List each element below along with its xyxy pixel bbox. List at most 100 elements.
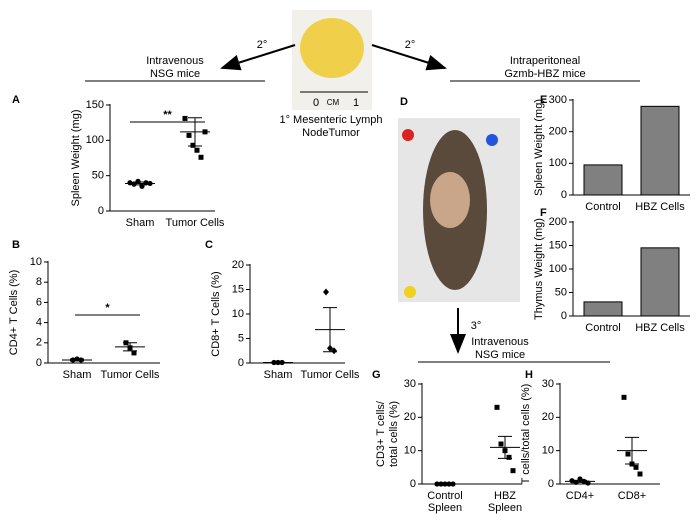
- point: [190, 142, 196, 148]
- y-axis-label: Spleen Weight (mg): [533, 99, 545, 196]
- panel-letter: A: [12, 94, 20, 106]
- pin: [402, 129, 414, 141]
- y-axis-label: T cells/total cells (%): [520, 384, 532, 485]
- point: [135, 178, 141, 184]
- panel-letter: C: [205, 239, 213, 251]
- group-label: Intravenous NSG mice: [146, 55, 204, 80]
- x-tick-label-line: Control: [427, 490, 462, 502]
- y-tick-label: 0: [410, 478, 416, 490]
- error-bar: [123, 342, 137, 352]
- significance-label: *: [105, 302, 110, 314]
- y-axis-label-line: CD3+ T cells/: [375, 400, 387, 467]
- panel-letter: B: [12, 239, 20, 251]
- y-axis-label: Thymus Weight (mg): [533, 218, 545, 320]
- significance-label: **: [163, 109, 172, 121]
- arrow-label: 2°: [257, 39, 268, 51]
- x-tick-label: CD4+: [566, 490, 594, 502]
- group-label-line: NSG mice: [475, 349, 525, 361]
- y-tick-label: 30: [542, 378, 554, 390]
- y-tick-label: 2: [36, 337, 42, 349]
- panel-letter: E: [540, 94, 547, 106]
- point: [182, 115, 188, 121]
- point: [625, 451, 631, 457]
- x-tick-label: Tumor Cells: [101, 369, 160, 381]
- point: [194, 147, 200, 153]
- point: [131, 350, 137, 356]
- x-tick-label-line: HBZ: [494, 490, 516, 502]
- tumor: [300, 18, 364, 78]
- x-tick-label: Control: [585, 201, 620, 213]
- point: [637, 471, 643, 477]
- pin: [404, 286, 416, 298]
- y-tick-label: 6: [36, 296, 42, 308]
- y-tick-label: 20: [404, 411, 416, 423]
- y-tick-label: 10: [30, 256, 42, 268]
- bar: [583, 164, 623, 196]
- panel-letter: D: [400, 96, 408, 108]
- error-bar: [573, 479, 587, 483]
- point: [127, 180, 133, 186]
- x-tick-label-line: Spleen: [428, 502, 462, 514]
- y-tick-label: 0: [548, 478, 554, 490]
- x-tick-label: HBZ Spleen: [488, 490, 522, 514]
- group-label-line: NSG mice: [150, 68, 200, 80]
- arrow: [371, 44, 447, 71]
- point: [331, 347, 337, 355]
- y-tick-label: 20: [542, 411, 554, 423]
- error-bar: [188, 117, 202, 147]
- arrow-label: 2°: [405, 39, 416, 51]
- error-bar: [70, 358, 84, 362]
- y-tick-label: 50: [555, 286, 567, 298]
- mouse-abdomen: [430, 172, 470, 228]
- x-tick-label: HBZ Cells: [635, 322, 685, 334]
- x-tick-label: Sham: [126, 217, 155, 229]
- y-tick-label: 200: [549, 126, 567, 138]
- y-tick-label: 10: [542, 445, 554, 457]
- x-tick-label-line: Spleen: [488, 502, 522, 514]
- y-tick-label: 300: [549, 94, 567, 106]
- y-tick-label: 10: [404, 445, 416, 457]
- y-tick-label: 0: [561, 310, 567, 322]
- arrow-label: 3°: [471, 320, 482, 332]
- x-tick-label: Tumor Cells: [166, 217, 225, 229]
- group-label: Intraperitoneal Gzmb-HBZ mice: [504, 55, 585, 80]
- group-label-line: NodeTumor: [302, 127, 360, 139]
- y-tick-label: 0: [98, 205, 104, 217]
- bar: [640, 247, 680, 317]
- x-tick-label: HBZ Cells: [635, 201, 685, 213]
- error-bar: [133, 181, 147, 186]
- bar: [640, 105, 680, 196]
- group-label: Intravenous NSG mice: [471, 336, 529, 361]
- panel-letter: G: [372, 369, 381, 381]
- y-tick-label: 10: [232, 308, 244, 320]
- x-tick-label: Sham: [264, 369, 293, 381]
- x-tick-label: Control: [585, 322, 620, 334]
- x-tick-label: Control Spleen: [427, 490, 462, 514]
- y-tick-label: 0: [238, 357, 244, 369]
- point: [621, 394, 627, 400]
- y-tick-label: 100: [86, 134, 104, 146]
- point: [510, 468, 516, 474]
- group-label-line: 1° Mesenteric Lymph: [279, 114, 382, 126]
- y-tick-label: 15: [232, 283, 244, 295]
- y-tick-label: 30: [404, 378, 416, 390]
- y-axis-label: CD4+ T Cells (%): [8, 270, 20, 355]
- error-bar: [498, 435, 512, 459]
- ruler-label: 0: [313, 97, 319, 109]
- panel-letter: F: [540, 207, 547, 219]
- error-bar: [625, 436, 639, 465]
- y-tick-label: 0: [561, 189, 567, 201]
- y-tick-label: 150: [86, 99, 104, 111]
- point: [494, 404, 500, 410]
- panel-letter: H: [525, 369, 533, 381]
- group-label-line: Intravenous: [471, 336, 529, 348]
- bar: [583, 301, 623, 317]
- point: [498, 441, 504, 447]
- point: [323, 288, 329, 296]
- x-tick-label: Tumor Cells: [301, 369, 360, 381]
- group-label-line: Intraperitoneal: [510, 55, 580, 67]
- point: [143, 180, 149, 186]
- point: [198, 154, 204, 160]
- point: [633, 464, 639, 470]
